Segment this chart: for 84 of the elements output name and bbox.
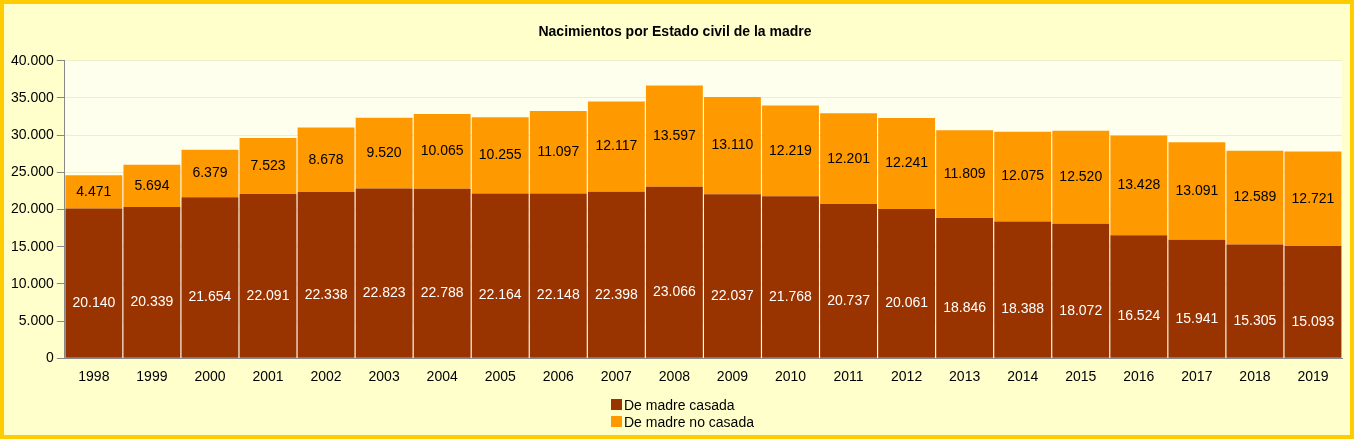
y-tick-label: 35.000 [10, 88, 55, 105]
x-tick-label: 2002 [310, 368, 342, 385]
bar [181, 197, 239, 358]
data-label: 21.654 [188, 288, 232, 305]
y-tick-label: 5.000 [18, 311, 55, 328]
data-label: 15.305 [1233, 311, 1277, 328]
data-label: 5.694 [134, 176, 170, 193]
data-label: 22.398 [594, 285, 638, 302]
x-tick-label: 1999 [136, 368, 168, 385]
x-tick-label: 2015 [1065, 368, 1097, 385]
data-label: 15.941 [1175, 309, 1219, 326]
y-tick-label: 10.000 [10, 274, 55, 291]
x-tick-label: 2008 [658, 368, 691, 385]
data-label: 13.428 [1117, 176, 1161, 193]
data-label: 10.065 [420, 142, 464, 159]
y-tick-label: 15.000 [10, 237, 55, 254]
data-label: 16.524 [1117, 307, 1161, 324]
data-label: 13.091 [1175, 181, 1219, 198]
data-label: 18.072 [1059, 301, 1103, 318]
y-tick-label: 40.000 [10, 51, 55, 68]
data-label: 20.737 [827, 291, 871, 308]
x-tick-label: 2006 [542, 368, 575, 385]
data-label: 12.241 [885, 154, 929, 171]
data-label: 22.164 [478, 286, 522, 303]
data-label: 12.520 [1059, 168, 1103, 185]
data-label: 18.846 [943, 298, 987, 315]
x-tick-label: 2011 [833, 368, 864, 385]
data-label: 22.091 [246, 286, 290, 303]
bar [239, 138, 297, 194]
x-tick-label: 2010 [774, 368, 807, 385]
x-tick-label: 2005 [484, 368, 516, 385]
bar [1284, 151, 1342, 246]
data-label: 4.471 [76, 182, 112, 199]
data-label: 20.339 [130, 293, 174, 310]
data-label: 12.075 [1001, 167, 1045, 184]
x-tick-label: 2017 [1181, 368, 1213, 385]
data-label: 12.117 [595, 137, 638, 154]
chart-title: Nacimientos por Estado civil de la madre [538, 23, 812, 40]
data-label: 12.589 [1233, 188, 1277, 205]
bar [239, 193, 297, 358]
data-label: 22.823 [362, 283, 406, 300]
data-label: 9.520 [366, 143, 402, 160]
data-label: 22.148 [536, 286, 580, 303]
data-label: 13.110 [711, 136, 754, 153]
x-tick-label: 2014 [1007, 368, 1039, 385]
data-label: 22.037 [711, 286, 755, 303]
data-label: 11.809 [943, 165, 986, 182]
data-label: 22.338 [304, 285, 348, 302]
y-tick-label: 0 [46, 349, 55, 366]
x-tick-label: 2004 [426, 368, 458, 385]
x-tick-label: 2007 [600, 368, 633, 385]
bar [1284, 245, 1342, 358]
data-label: 10.255 [478, 146, 522, 163]
data-label: 6.379 [192, 164, 228, 181]
y-tick-label: 20.000 [10, 200, 55, 217]
x-tick-label: 2013 [949, 368, 981, 385]
legend-label: De madre no casada [624, 413, 754, 430]
data-label: 22.788 [420, 284, 464, 301]
data-label: 12.721 [1291, 189, 1335, 206]
x-tick-label: 2000 [194, 368, 226, 385]
x-tick-label: 2009 [716, 368, 749, 385]
data-label: 15.093 [1291, 312, 1335, 329]
data-label: 7.523 [250, 156, 286, 173]
bar [181, 149, 239, 198]
data-label: 13.597 [652, 127, 696, 144]
x-tick-label: 2003 [368, 368, 400, 385]
y-tick-label: 30.000 [10, 126, 55, 143]
x-tick-label: 2012 [891, 368, 923, 385]
data-label: 18.388 [1001, 300, 1045, 317]
data-label: 8.678 [308, 150, 344, 167]
data-label: 12.219 [769, 141, 813, 158]
data-label: 21.768 [769, 287, 813, 304]
x-tick-label: 2016 [1123, 368, 1155, 385]
data-label: 20.061 [885, 294, 929, 311]
data-label: 23.066 [652, 283, 696, 300]
data-label: 11.097 [537, 143, 580, 160]
x-tick-label: 2018 [1239, 368, 1271, 385]
x-tick-label: 1998 [78, 368, 110, 385]
data-label: 12.201 [827, 149, 871, 166]
x-tick-label: 2001 [252, 368, 284, 385]
y-tick-label: 25.000 [10, 163, 55, 180]
legend-label: De madre casada [624, 396, 735, 413]
data-label: 20.140 [72, 293, 116, 310]
x-tick-label: 2019 [1297, 368, 1329, 385]
